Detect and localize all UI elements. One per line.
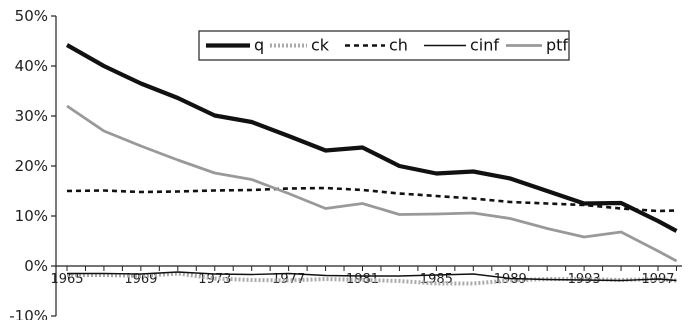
series-line-ck [67, 271, 677, 286]
legend-label-ck: ck [311, 36, 330, 55]
legend-label-cinf: cinf [470, 36, 499, 55]
legend: q ck ch cinf ptf [198, 30, 570, 61]
legend-label-ch: ch [389, 36, 408, 55]
legend-label-ptf: ptf [546, 36, 568, 55]
legend-label-q: q [254, 36, 264, 55]
series-layer [65, 43, 678, 286]
y-tick-label: 50% [15, 7, 48, 25]
series-line-ch [66, 186, 677, 213]
y-tick-label: 20% [15, 157, 48, 175]
y-tick-label: 10% [15, 207, 48, 225]
y-tick-label: 40% [15, 57, 48, 75]
series-line-ptf [66, 104, 678, 263]
series-line-cinf [67, 271, 677, 282]
x-tick-label: 1977 [272, 272, 305, 287]
y-tick-label: 30% [15, 107, 48, 125]
y-tick-label: 0% [24, 257, 48, 275]
series-line-q [65, 43, 678, 233]
y-axis: 50% 40% 30% 20% 10% 0% -10% [9, 7, 57, 320]
y-tick-label: -10% [9, 307, 48, 320]
